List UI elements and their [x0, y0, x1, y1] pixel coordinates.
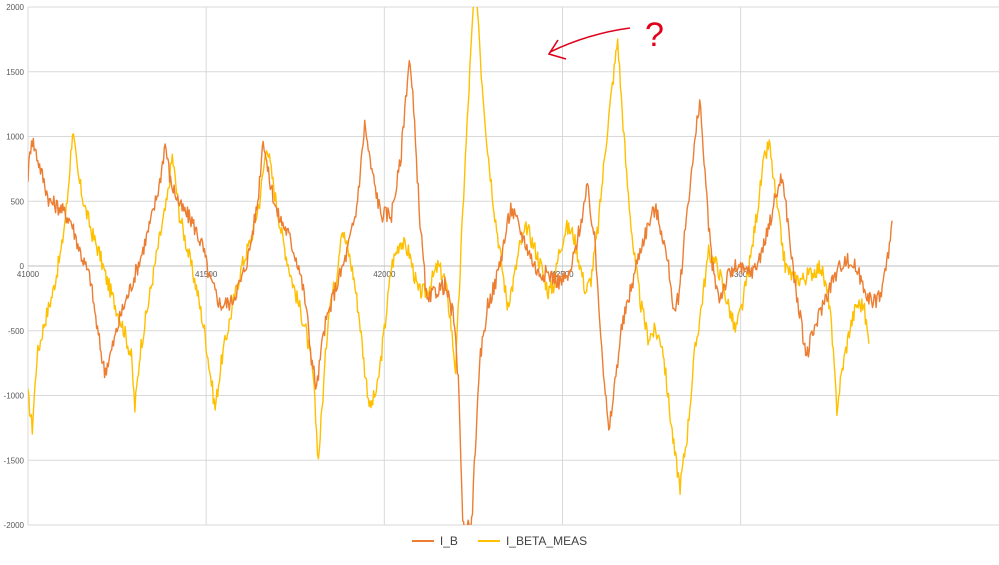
y-tick-label: -1500	[4, 456, 25, 465]
y-tick-label: 1500	[6, 68, 24, 77]
legend-swatch-i-beta-meas	[477, 540, 500, 542]
x-tick-label: 41500	[195, 270, 218, 279]
y-tick-label: 2000	[6, 3, 24, 12]
x-tick-label: 43000	[730, 270, 753, 279]
annotation-question-mark: ?	[645, 16, 664, 54]
series-line-i-b	[28, 60, 893, 525]
series-line-i-beta-meas	[28, 7, 870, 496]
x-tick-label: 42000	[373, 270, 396, 279]
legend-label-i-b: I_B	[439, 534, 458, 548]
y-tick-label: 500	[11, 197, 25, 206]
x-tick-label: 41000	[17, 270, 40, 279]
legend-item-i-b: I_B	[411, 534, 458, 548]
legend-item-i-beta-meas: I_BETA_MEAS	[477, 534, 588, 548]
legend: I_B I_BETA_MEAS	[0, 534, 999, 548]
legend-swatch-i-b	[411, 540, 434, 542]
legend-label-i-beta-meas: I_BETA_MEAS	[505, 534, 588, 548]
y-tick-label: -1000	[4, 392, 25, 401]
y-tick-label: 0	[20, 262, 25, 271]
annotation-arrow-shaft	[549, 27, 631, 53]
annotation-arrow-head	[547, 39, 567, 60]
y-tick-label: 1000	[6, 133, 24, 142]
y-tick-label: -500	[8, 327, 25, 336]
y-tick-label: -2000	[4, 521, 25, 530]
